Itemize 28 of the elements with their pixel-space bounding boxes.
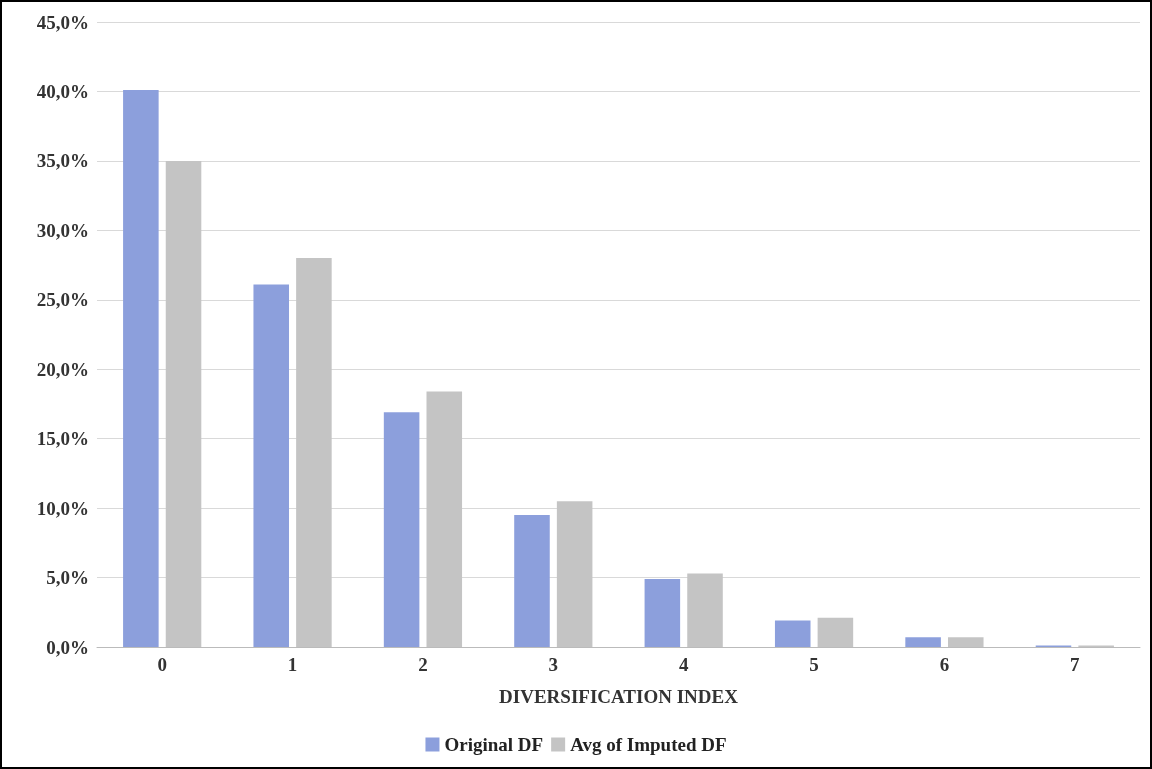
y-tick-label: 20,0% bbox=[36, 358, 89, 380]
bar bbox=[253, 284, 290, 647]
x-tick-label: 4 bbox=[678, 654, 689, 675]
x-tick-label: 7 bbox=[1070, 654, 1081, 675]
x-tick-label: 1 bbox=[287, 654, 298, 675]
y-tick-label: 15,0% bbox=[36, 428, 89, 450]
x-tick-label: 2 bbox=[418, 654, 428, 675]
bar bbox=[774, 620, 811, 647]
x-tick-label: 0 bbox=[157, 654, 167, 675]
bar bbox=[514, 515, 550, 647]
x-tick-label: 3 bbox=[548, 654, 559, 675]
y-tick-label: 40,0% bbox=[36, 80, 89, 102]
bar bbox=[123, 90, 159, 647]
bar bbox=[644, 578, 681, 647]
y-tick-label: 45,0% bbox=[36, 11, 89, 33]
y-tick-label: 30,0% bbox=[36, 219, 89, 241]
y-tick-label: 0,0% bbox=[46, 636, 89, 658]
bar bbox=[383, 412, 420, 647]
x-axis-title: DIVERSIFICATION INDEX bbox=[499, 686, 739, 707]
legend-label: Original DF bbox=[444, 734, 544, 755]
x-tick-label: 5 bbox=[809, 654, 819, 675]
legend-label: Avg of Imputed DF bbox=[570, 734, 727, 755]
x-tick-label: 6 bbox=[939, 654, 950, 675]
y-tick-label: 10,0% bbox=[36, 497, 89, 519]
y-tick-label: 25,0% bbox=[36, 289, 89, 311]
y-tick-label: 5,0% bbox=[46, 567, 89, 589]
bar bbox=[905, 637, 941, 647]
y-tick-label: 35,0% bbox=[36, 150, 89, 172]
